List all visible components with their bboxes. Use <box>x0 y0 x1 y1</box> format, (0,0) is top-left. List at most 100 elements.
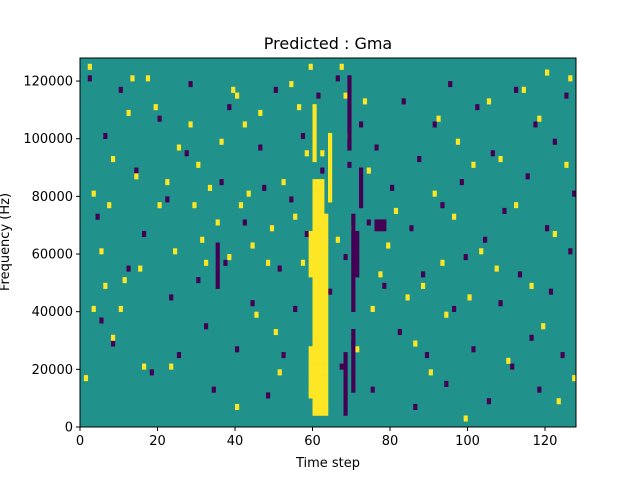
heatmap-cell-low <box>343 386 348 393</box>
heatmap-cell-high <box>312 121 317 128</box>
heatmap-cell-low <box>390 184 395 191</box>
heatmap-cell-low <box>347 75 352 82</box>
heatmap-cell-low <box>351 230 356 238</box>
heatmap-cell-low <box>215 242 220 249</box>
heatmap-cell-high <box>281 179 286 186</box>
heatmap-cell-low <box>355 236 360 243</box>
heatmap-cell-high <box>324 305 329 312</box>
heatmap-cell-high <box>308 63 313 70</box>
heatmap-cell-high <box>556 398 561 405</box>
y-tick-label: 120000 <box>23 75 73 90</box>
heatmap-cell-low <box>343 254 348 261</box>
heatmap-cell-high <box>316 409 321 416</box>
heatmap-cell-high <box>405 294 410 301</box>
heatmap-cell-high <box>308 254 313 261</box>
heatmap-cell-high <box>312 259 317 266</box>
heatmap-cell-high <box>324 357 329 364</box>
heatmap-cell-high <box>312 294 317 301</box>
heatmap-cell-high <box>328 138 333 145</box>
heatmap-cell-high <box>324 323 329 330</box>
heatmap-cell-low <box>366 219 371 226</box>
heatmap-cell-high <box>514 202 519 209</box>
heatmap-cell-low <box>293 305 298 312</box>
heatmap-cell-high <box>312 156 317 163</box>
heatmap-cell-high <box>494 265 499 272</box>
heatmap-cell-low <box>351 369 356 376</box>
heatmap-cell-high <box>316 346 321 353</box>
heatmap-cell-high <box>328 161 333 168</box>
heatmap-cell-low <box>351 236 356 243</box>
x-axis-label: Time step <box>295 456 360 471</box>
heatmap-cell-high <box>316 184 321 191</box>
heatmap-cell-high <box>324 328 329 336</box>
heatmap-cell-high <box>328 184 333 191</box>
heatmap-cell-high <box>320 207 325 214</box>
heatmap-cell-low <box>351 305 356 312</box>
heatmap-cell-high <box>339 63 344 70</box>
heatmap-cell-high <box>153 104 158 111</box>
heatmap-cell-high <box>428 369 433 376</box>
y-tick-label: 60000 <box>32 248 73 263</box>
heatmap-cell-low <box>572 190 577 197</box>
heatmap-cell-low <box>227 104 232 111</box>
heatmap-cell-high <box>312 357 317 364</box>
heatmap-cell-high <box>316 190 321 197</box>
heatmap-cell-high <box>215 219 220 226</box>
heatmap-cell-high <box>204 259 209 266</box>
heatmap-cell-high <box>316 282 321 289</box>
heatmap-cell-high <box>312 328 317 336</box>
heatmap-cell-low <box>359 173 364 180</box>
heatmap-cell-high <box>320 236 325 243</box>
heatmap-cell-high <box>312 305 317 312</box>
heatmap-cell-high <box>320 340 325 347</box>
heatmap-cell-high <box>486 98 492 105</box>
heatmap-cell-low <box>219 179 224 186</box>
heatmap-cell-high <box>312 282 317 289</box>
heatmap-cell-low <box>347 81 352 88</box>
heatmap-cell-high <box>324 317 329 324</box>
heatmap-cell-high <box>312 196 317 203</box>
heatmap-cell-high <box>324 398 329 405</box>
heatmap-cell-high <box>316 334 321 341</box>
heatmap-cell-low <box>266 392 271 399</box>
heatmap-cell-low <box>374 219 379 226</box>
heatmap-cell-high <box>529 282 534 289</box>
heatmap-cell-low <box>215 248 220 255</box>
heatmap-cell-high <box>324 254 329 261</box>
heatmap-cell-low <box>355 230 360 238</box>
heatmap-cell-low <box>87 75 92 82</box>
heatmap-cell-low <box>351 265 356 272</box>
heatmap-cell-high <box>308 346 313 353</box>
heatmap-cell-low <box>343 380 348 387</box>
heatmap-cell-high <box>308 363 313 370</box>
heatmap-cell-low <box>359 202 364 209</box>
x-tick-label: 0 <box>76 434 84 449</box>
heatmap-cell-low <box>347 92 352 99</box>
heatmap-cell-high <box>188 121 193 128</box>
heatmap-cell-high <box>99 248 104 255</box>
x-tick-label: 40 <box>227 434 244 449</box>
heatmap-cell-high <box>378 271 383 278</box>
heatmap-cell-low <box>351 346 356 353</box>
heatmap-cell-low <box>382 225 387 232</box>
heatmap-cell-high <box>196 161 201 168</box>
heatmap-cell-low <box>215 277 220 284</box>
heatmap-cell-low <box>355 248 360 255</box>
heatmap-cell-low <box>343 363 348 370</box>
heatmap-cell-low <box>378 225 383 232</box>
heatmap-cell-high <box>320 196 325 203</box>
heatmap-cell-high <box>312 230 317 238</box>
heatmap-cell-high <box>312 380 317 387</box>
heatmap-cell-high <box>312 340 317 347</box>
heatmap-cell-low <box>347 109 352 116</box>
heatmap-cell-low <box>343 357 348 364</box>
heatmap-cell-high <box>324 334 329 341</box>
heatmap-cell-high <box>91 305 96 312</box>
heatmap-cell-low <box>424 352 430 359</box>
heatmap-cell-high <box>328 190 333 197</box>
heatmap-cell-high <box>320 398 325 405</box>
heatmap-cell-low <box>483 236 488 243</box>
heatmap-cell-low <box>351 288 356 295</box>
heatmap-cell-high <box>312 132 317 140</box>
heatmap-cell-low <box>359 121 364 128</box>
